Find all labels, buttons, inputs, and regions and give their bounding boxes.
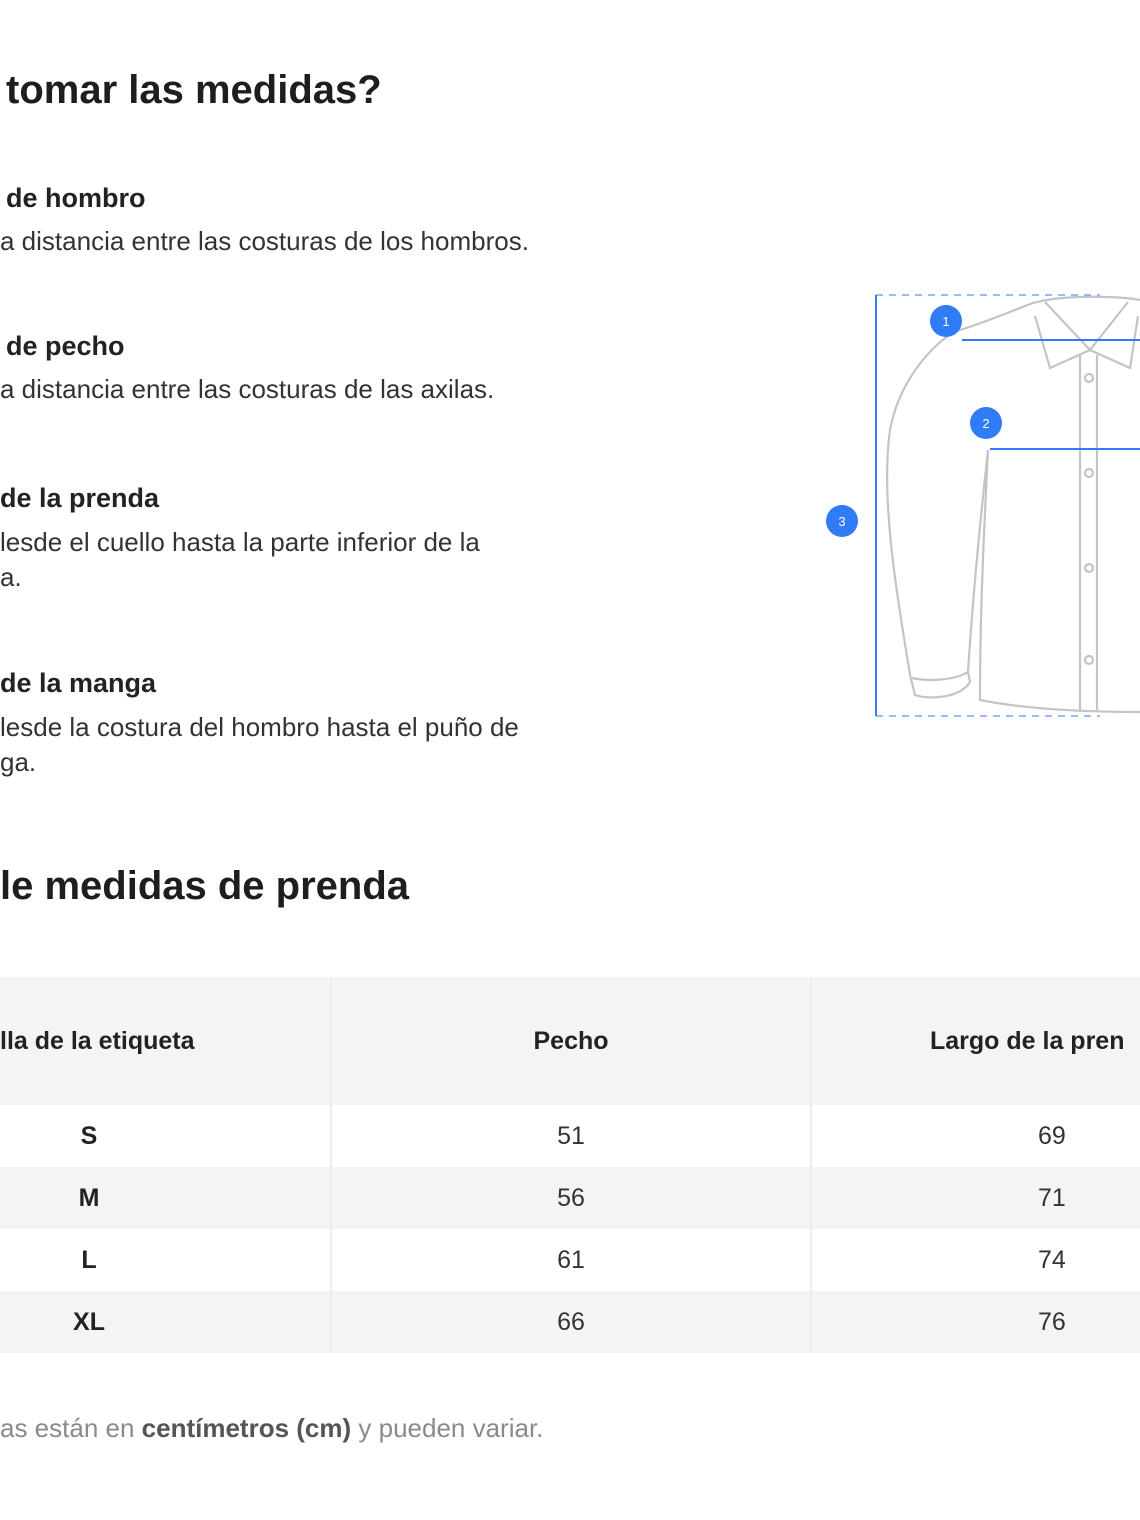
cell-length: 76 xyxy=(810,1291,1140,1353)
cell-length: 69 xyxy=(810,1105,1140,1167)
cell-size: XL xyxy=(73,1307,105,1336)
header-size: lla de la etiqueta xyxy=(0,1026,195,1055)
cell-size: M xyxy=(78,1183,100,1212)
svg-text:1: 1 xyxy=(942,314,949,329)
svg-text:2: 2 xyxy=(982,416,989,431)
units-note-post: y pueden variar. xyxy=(351,1413,544,1443)
marker-1: 1 xyxy=(930,305,962,337)
cell-length: 74 xyxy=(810,1229,1140,1291)
cell-chest: 66 xyxy=(330,1291,810,1353)
shirt-measurement-diagram: 1 2 3 xyxy=(826,294,1140,717)
measure-lines xyxy=(875,294,1140,717)
units-note-pre: as están en xyxy=(0,1413,142,1443)
svg-text:3: 3 xyxy=(838,514,845,529)
measure-desc-length-2: a. xyxy=(0,562,22,592)
cell-chest: 51 xyxy=(330,1105,810,1167)
table-row: S 51 69 xyxy=(0,1105,1140,1167)
cell-chest: 56 xyxy=(330,1167,810,1229)
units-note: as están en centímetros (cm) y pueden va… xyxy=(0,1413,543,1444)
shirt-outline xyxy=(886,295,1140,714)
cell-size: S xyxy=(80,1121,98,1150)
units-note-bold: centímetros (cm) xyxy=(141,1413,352,1443)
measure-desc-chest: a distancia entre las costuras de las ax… xyxy=(0,374,495,404)
cell-size: L xyxy=(81,1245,97,1274)
cell-length: 71 xyxy=(810,1167,1140,1229)
section-title-size-chart: le medidas de prenda xyxy=(0,864,410,908)
measure-desc-length: lesde el cuello hasta la parte inferior … xyxy=(0,527,480,557)
size-table: lla de la etiqueta Pecho Largo de la pre… xyxy=(0,977,1140,1353)
measure-desc-sleeve: lesde la costura del hombro hasta el puñ… xyxy=(0,712,519,742)
marker-2: 2 xyxy=(970,407,1002,439)
marker-3: 3 xyxy=(826,505,858,537)
measure-label-sleeve: de la manga xyxy=(0,668,157,698)
section-title-how-to-measure: tomar las medidas? xyxy=(6,68,382,112)
cell-chest: 61 xyxy=(330,1229,810,1291)
measure-desc-shoulder: a distancia entre las costuras de los ho… xyxy=(0,226,529,256)
measure-desc-sleeve-2: ga. xyxy=(0,747,37,777)
table-row: XL 66 76 xyxy=(0,1291,1140,1353)
measure-label-length: de la prenda xyxy=(0,483,160,513)
measure-label-shoulder: de hombro xyxy=(6,183,146,213)
table-row: M 56 71 xyxy=(0,1167,1140,1229)
header-chest: Pecho xyxy=(330,977,810,1105)
table-header: lla de la etiqueta Pecho Largo de la pre… xyxy=(0,977,1140,1105)
table-row: L 61 74 xyxy=(0,1229,1140,1291)
header-length: Largo de la pren xyxy=(810,977,1140,1105)
measure-label-chest: de pecho xyxy=(6,331,125,361)
